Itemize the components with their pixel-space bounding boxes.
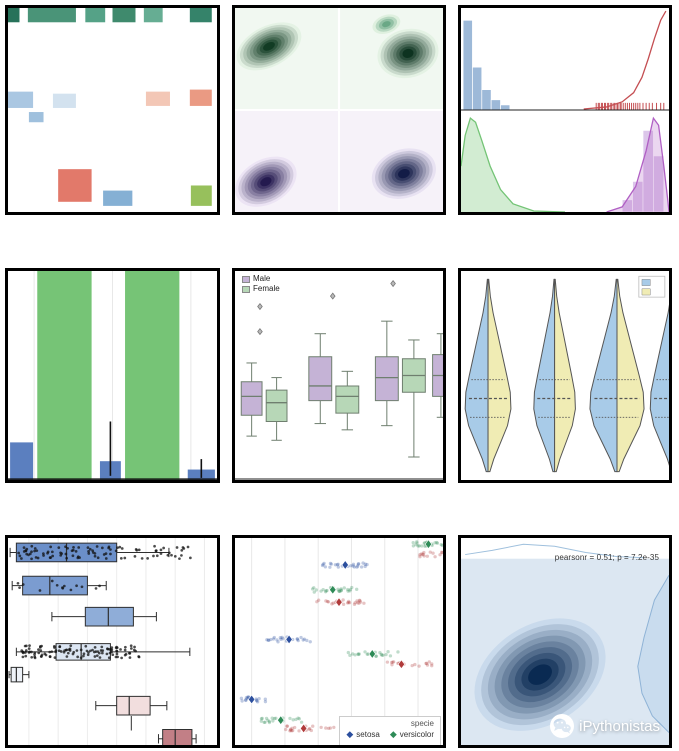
male-label: Male <box>253 274 271 283</box>
panel-split-violinplot <box>458 268 672 483</box>
panel-boxplot-swarm <box>5 535 220 748</box>
sparse-heatmap-plot <box>8 8 212 206</box>
species-legend: specie ◆ setosa ◆ versicolor <box>339 716 441 745</box>
pearson-annotation: pearsonr = 0.51; p = 7.2e-35 <box>554 553 659 562</box>
male-swatch <box>242 275 250 283</box>
versicolor-label: versicolor <box>399 730 434 739</box>
legend-item-versicolor: ◆ versicolor <box>389 729 434 740</box>
panel-pairgrid-kde <box>232 5 446 215</box>
diamond-icon: ◆ <box>346 729 354 739</box>
wechat-icon <box>550 714 575 738</box>
legend-item-female: Female <box>242 284 280 294</box>
legend-item-male: Male <box>242 274 280 284</box>
panel-stripplot: specie ◆ setosa ◆ versicolor <box>232 535 446 748</box>
panel-grouped-boxplot: Male Female <box>232 268 446 483</box>
female-label: Female <box>253 284 280 294</box>
panel-sparse-heatmap <box>5 5 220 215</box>
boxplot-swarm-plot <box>8 538 217 745</box>
sex-legend: Male Female <box>239 273 283 296</box>
watermark-text: iPythonistas <box>579 717 660 735</box>
distplot-grid-plot <box>461 8 669 212</box>
panel-barplot <box>5 268 220 483</box>
setosa-label: setosa <box>356 730 380 739</box>
female-swatch <box>242 286 250 294</box>
stripplot-plot <box>239 538 443 745</box>
legend-item-setosa: ◆ setosa <box>346 729 380 740</box>
panel-jointplot-kde: pearsonr = 0.51; p = 7.2e-35 <box>458 535 672 748</box>
jointplot-kde-plot <box>461 538 669 745</box>
diamond-icon: ◆ <box>389 729 397 739</box>
grouped-boxplot-plot <box>235 271 443 480</box>
violinplot-plot <box>461 271 669 480</box>
legend-items: ◆ setosa ◆ versicolor <box>346 729 434 740</box>
legend-title: specie <box>410 719 434 728</box>
watermark: iPythonistas <box>550 714 660 738</box>
pairgrid-kde-plot <box>235 8 443 212</box>
barplot-plot <box>8 271 217 480</box>
panel-distplot-grid <box>458 5 672 215</box>
